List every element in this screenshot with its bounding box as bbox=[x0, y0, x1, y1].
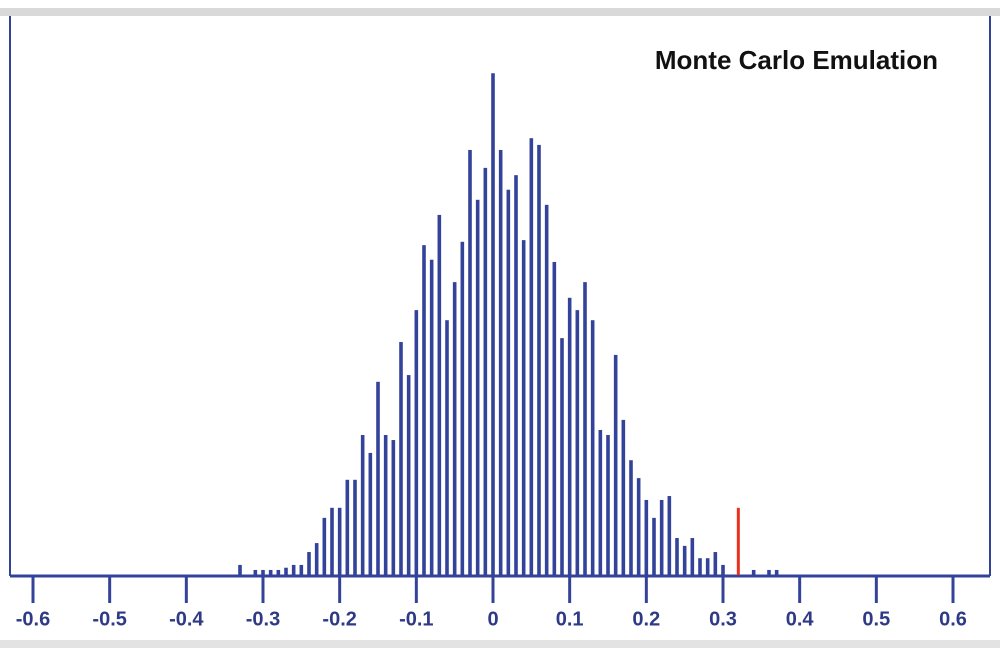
bar bbox=[238, 564, 242, 575]
bar bbox=[414, 310, 419, 575]
bar bbox=[560, 338, 564, 575]
bar bbox=[598, 429, 603, 575]
observed-marker bbox=[736, 507, 740, 575]
bar bbox=[575, 310, 580, 575]
bar bbox=[376, 381, 380, 575]
bar bbox=[767, 569, 771, 575]
bar bbox=[606, 435, 610, 575]
bar bbox=[667, 496, 672, 575]
bar bbox=[452, 282, 457, 575]
bar bbox=[567, 297, 572, 575]
bar bbox=[721, 564, 725, 575]
bar bbox=[437, 214, 442, 576]
bar bbox=[652, 517, 656, 575]
x-tick-label: -0.3 bbox=[246, 608, 280, 630]
bar bbox=[713, 552, 718, 575]
bar bbox=[422, 245, 426, 575]
bar bbox=[261, 569, 265, 575]
bar bbox=[460, 241, 465, 576]
x-tick-label: -0.4 bbox=[169, 608, 204, 630]
bottom-strip bbox=[0, 640, 1000, 648]
bar bbox=[636, 478, 641, 575]
x-tick-label: 0.3 bbox=[709, 608, 737, 630]
bar bbox=[291, 564, 296, 575]
bar bbox=[330, 507, 334, 575]
bar bbox=[445, 320, 449, 575]
bar bbox=[629, 460, 633, 575]
bar bbox=[690, 538, 695, 575]
bar bbox=[406, 375, 411, 575]
bar bbox=[514, 175, 518, 575]
bar bbox=[529, 138, 534, 575]
bar bbox=[322, 517, 327, 575]
x-tick-label: 0.5 bbox=[862, 608, 890, 630]
bar bbox=[498, 149, 503, 575]
bar bbox=[429, 259, 434, 575]
bar bbox=[644, 499, 649, 575]
bar bbox=[383, 435, 388, 575]
bar bbox=[314, 543, 319, 575]
bar bbox=[284, 567, 288, 575]
bar bbox=[552, 261, 557, 575]
x-tick-label: 0.4 bbox=[786, 608, 815, 630]
bar bbox=[675, 538, 679, 575]
bar bbox=[299, 564, 304, 575]
x-tick-label: -0.6 bbox=[16, 608, 50, 630]
x-tick-label: -0.1 bbox=[399, 608, 433, 630]
bar bbox=[468, 149, 472, 575]
bar bbox=[307, 552, 311, 575]
bar bbox=[276, 569, 281, 575]
bar bbox=[613, 354, 618, 575]
bar bbox=[475, 199, 480, 576]
x-tick-label: -0.2 bbox=[322, 608, 356, 630]
bar bbox=[391, 440, 396, 575]
bar bbox=[621, 419, 626, 575]
bar bbox=[521, 240, 526, 575]
bar bbox=[583, 282, 587, 575]
bar bbox=[698, 558, 702, 575]
bar bbox=[253, 569, 258, 575]
bar bbox=[491, 73, 495, 576]
bar bbox=[659, 499, 664, 575]
x-tick-label: 0.2 bbox=[632, 608, 660, 630]
x-tick-label: 0.6 bbox=[939, 608, 967, 630]
top-strip bbox=[0, 8, 1000, 16]
bar bbox=[337, 507, 342, 575]
x-tick-label: 0.1 bbox=[556, 608, 584, 630]
chart-title: Monte Carlo Emulation bbox=[655, 45, 938, 75]
bar bbox=[682, 545, 687, 575]
bar bbox=[483, 167, 488, 575]
x-tick-label: -0.5 bbox=[92, 608, 126, 630]
bar bbox=[590, 320, 595, 575]
x-tick-label: 0 bbox=[487, 608, 498, 630]
bar bbox=[705, 558, 710, 575]
bar bbox=[345, 479, 350, 575]
bar bbox=[399, 342, 403, 575]
bar bbox=[774, 569, 779, 575]
bar bbox=[544, 204, 549, 575]
bar bbox=[751, 569, 756, 575]
bar bbox=[353, 479, 357, 575]
bar bbox=[537, 144, 541, 576]
bar bbox=[506, 189, 511, 575]
bar bbox=[268, 569, 273, 575]
bar bbox=[368, 452, 373, 575]
bar bbox=[360, 435, 365, 575]
